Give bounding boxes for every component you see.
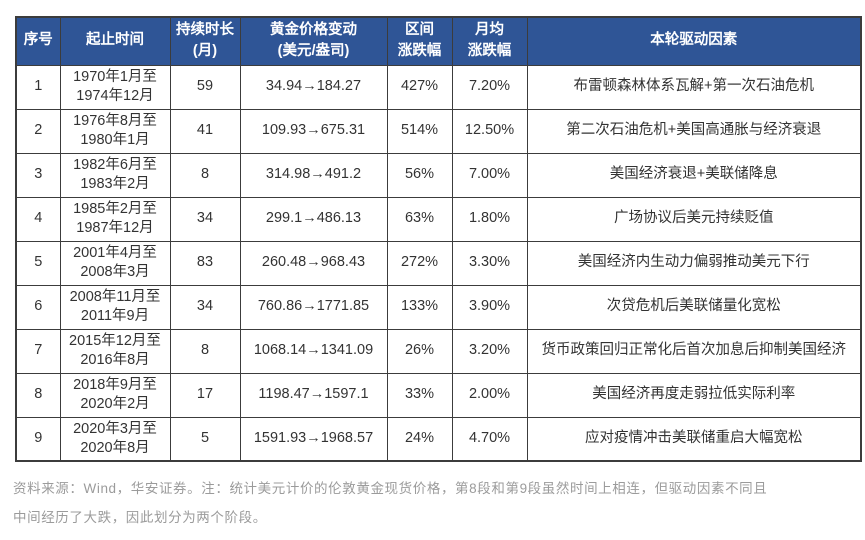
column-header-price_change: 黄金价格变动 (美元/盎司) bbox=[239, 16, 388, 66]
cell-duration: 17 bbox=[169, 372, 241, 418]
cell-period: 1970年1月至 1974年12月 bbox=[59, 64, 171, 110]
cell-price_change: 34.94→184.27 bbox=[239, 64, 388, 110]
cell-no: 9 bbox=[15, 416, 61, 462]
column-header-period: 起止时间 bbox=[59, 16, 171, 66]
source-note-line2: 中间经历了大跌，因此划分为两个阶段。 bbox=[13, 510, 267, 525]
cell-monthly_change: 3.20% bbox=[451, 328, 528, 374]
cell-no: 5 bbox=[15, 240, 61, 286]
table-body: 1 1970年1月至 1974年12月 59 34.94→184.27 427% 7.20… bbox=[15, 64, 862, 462]
cell-range_change: 427% bbox=[386, 64, 453, 110]
cell-monthly_change: 7.20% bbox=[451, 64, 528, 110]
cell-price_change: 314.98→491.2 bbox=[239, 152, 388, 198]
column-header-range_change: 区间 涨跌幅 bbox=[386, 16, 453, 66]
cell-price_change: 1591.93→1968.57 bbox=[239, 416, 388, 462]
cell-duration: 8 bbox=[169, 152, 241, 198]
cell-driver: 应对疫情冲击美联储重启大幅宽松 bbox=[526, 416, 862, 462]
table-row: 9 2020年3月至 2020年8月 5 1591.93→1968.57 24% 4.70… bbox=[15, 416, 862, 462]
source-note: 资料来源：Wind，华安证券。注：统计美元计价的伦敦黄金现货价格，第8段和第9段… bbox=[13, 474, 858, 532]
gold-bull-markets-table: 序号 起止时间 持续时长 (月) 黄金价格变动 (美元/盎司) 区间 涨跌幅 月均 涨跌幅… bbox=[15, 16, 862, 462]
cell-driver: 广场协议后美元持续贬值 bbox=[526, 196, 862, 242]
cell-no: 4 bbox=[15, 196, 61, 242]
cell-period: 1982年6月至 1983年2月 bbox=[59, 152, 171, 198]
table-header-row: 序号 起止时间 持续时长 (月) 黄金价格变动 (美元/盎司) 区间 涨跌幅 月均 涨跌幅… bbox=[15, 16, 862, 66]
cell-period: 2015年12月至 2016年8月 bbox=[59, 328, 171, 374]
table-row: 2 1976年8月至 1980年1月 41 109.93→675.31 514% 12.5… bbox=[15, 108, 862, 154]
table-row: 3 1982年6月至 1983年2月 8 314.98→491.2 56% 7.00% 美国… bbox=[15, 152, 862, 198]
table-row: 6 2008年11月至 2011年9月 34 760.86→1771.85 133% 3.… bbox=[15, 284, 862, 330]
cell-no: 1 bbox=[15, 64, 61, 110]
gold-bull-markets-table-wrap: 序号 起止时间 持续时长 (月) 黄金价格变动 (美元/盎司) 区间 涨跌幅 月均 涨跌幅… bbox=[15, 16, 862, 462]
cell-price_change: 1068.14→1341.09 bbox=[239, 328, 388, 374]
cell-driver: 美国经济衰退+美联储降息 bbox=[526, 152, 862, 198]
cell-duration: 41 bbox=[169, 108, 241, 154]
table-row: 8 2018年9月至 2020年2月 17 1198.47→1597.1 33% 2.00… bbox=[15, 372, 862, 418]
table-row: 5 2001年4月至 2008年3月 83 260.48→968.43 272% 3.30… bbox=[15, 240, 862, 286]
column-header-driver: 本轮驱动因素 bbox=[526, 16, 862, 66]
cell-driver: 美国经济内生动力偏弱推动美元下行 bbox=[526, 240, 862, 286]
cell-driver: 第二次石油危机+美国高通胀与经济衰退 bbox=[526, 108, 862, 154]
cell-duration: 8 bbox=[169, 328, 241, 374]
column-header-no: 序号 bbox=[15, 16, 61, 66]
cell-driver: 布雷顿森林体系瓦解+第一次石油危机 bbox=[526, 64, 862, 110]
table-row: 4 1985年2月至 1987年12月 34 299.1→486.13 63% 1.80%… bbox=[15, 196, 862, 242]
source-note-line1: 资料来源：Wind，华安证券。注：统计美元计价的伦敦黄金现货价格，第8段和第9段… bbox=[13, 481, 768, 496]
cell-monthly_change: 7.00% bbox=[451, 152, 528, 198]
cell-monthly_change: 2.00% bbox=[451, 372, 528, 418]
cell-driver: 美国经济再度走弱拉低实际利率 bbox=[526, 372, 862, 418]
cell-no: 7 bbox=[15, 328, 61, 374]
cell-range_change: 133% bbox=[386, 284, 453, 330]
cell-range_change: 63% bbox=[386, 196, 453, 242]
cell-period: 1976年8月至 1980年1月 bbox=[59, 108, 171, 154]
cell-duration: 83 bbox=[169, 240, 241, 286]
cell-monthly_change: 4.70% bbox=[451, 416, 528, 462]
table-row: 7 2015年12月至 2016年8月 8 1068.14→1341.09 26% 3.2… bbox=[15, 328, 862, 374]
cell-monthly_change: 3.30% bbox=[451, 240, 528, 286]
table-row: 1 1970年1月至 1974年12月 59 34.94→184.27 427% 7.20… bbox=[15, 64, 862, 110]
cell-period: 2020年3月至 2020年8月 bbox=[59, 416, 171, 462]
cell-driver: 次贷危机后美联储量化宽松 bbox=[526, 284, 862, 330]
cell-period: 2001年4月至 2008年3月 bbox=[59, 240, 171, 286]
cell-range_change: 33% bbox=[386, 372, 453, 418]
cell-monthly_change: 12.50% bbox=[451, 108, 528, 154]
cell-duration: 59 bbox=[169, 64, 241, 110]
cell-range_change: 26% bbox=[386, 328, 453, 374]
cell-no: 2 bbox=[15, 108, 61, 154]
cell-driver: 货币政策回归正常化后首次加息后抑制美国经济 bbox=[526, 328, 862, 374]
cell-range_change: 272% bbox=[386, 240, 453, 286]
cell-monthly_change: 3.90% bbox=[451, 284, 528, 330]
cell-period: 2018年9月至 2020年2月 bbox=[59, 372, 171, 418]
cell-range_change: 24% bbox=[386, 416, 453, 462]
cell-duration: 34 bbox=[169, 284, 241, 330]
cell-monthly_change: 1.80% bbox=[451, 196, 528, 242]
cell-no: 8 bbox=[15, 372, 61, 418]
cell-duration: 5 bbox=[169, 416, 241, 462]
cell-price_change: 109.93→675.31 bbox=[239, 108, 388, 154]
column-header-duration: 持续时长 (月) bbox=[169, 16, 241, 66]
cell-price_change: 299.1→486.13 bbox=[239, 196, 388, 242]
cell-range_change: 514% bbox=[386, 108, 453, 154]
cell-price_change: 1198.47→1597.1 bbox=[239, 372, 388, 418]
cell-no: 6 bbox=[15, 284, 61, 330]
cell-period: 1985年2月至 1987年12月 bbox=[59, 196, 171, 242]
column-header-monthly_change: 月均 涨跌幅 bbox=[451, 16, 528, 66]
cell-price_change: 260.48→968.43 bbox=[239, 240, 388, 286]
cell-range_change: 56% bbox=[386, 152, 453, 198]
cell-duration: 34 bbox=[169, 196, 241, 242]
cell-no: 3 bbox=[15, 152, 61, 198]
cell-period: 2008年11月至 2011年9月 bbox=[59, 284, 171, 330]
cell-price_change: 760.86→1771.85 bbox=[239, 284, 388, 330]
